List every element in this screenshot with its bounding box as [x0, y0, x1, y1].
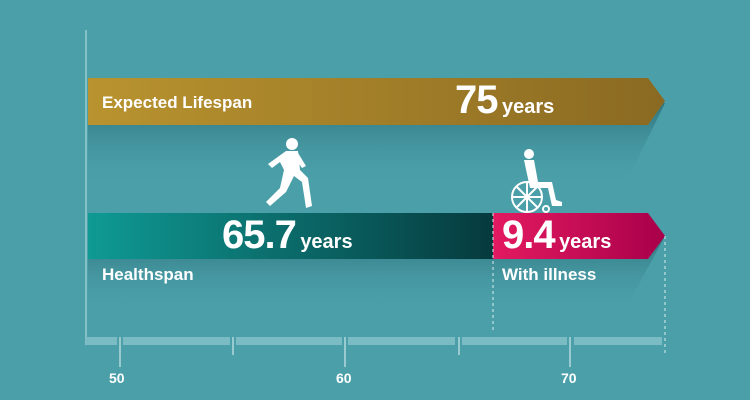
- lifespan-label: Expected Lifespan: [102, 93, 253, 112]
- healthspan-unit: years: [300, 231, 353, 253]
- wheelchair-icon: [511, 149, 562, 213]
- healthspan-label: Healthspan: [102, 265, 194, 284]
- lifespan-value: 75 years: [455, 78, 554, 123]
- illness-label: With illness: [502, 265, 597, 284]
- illness-value: 9.4 years: [502, 213, 611, 258]
- running-person-icon: [266, 138, 312, 208]
- lifespan-number: 75: [455, 78, 498, 122]
- healthspan-number: 65.7: [222, 213, 297, 257]
- tick-label-50: 50: [109, 370, 125, 386]
- tick-label-60: 60: [336, 370, 352, 386]
- tick-label-70: 70: [561, 370, 577, 386]
- healthspan-bar: [88, 213, 493, 259]
- axis-bar: [86, 337, 662, 345]
- illness-number: 9.4: [502, 213, 556, 257]
- healthspan-value: 65.7 years: [222, 213, 353, 258]
- axis-ticks: [119, 337, 571, 367]
- lifespan-bar: [88, 78, 665, 125]
- illness-bar: [493, 213, 665, 259]
- lifespan-unit: years: [501, 96, 555, 118]
- illness-unit: years: [559, 231, 612, 253]
